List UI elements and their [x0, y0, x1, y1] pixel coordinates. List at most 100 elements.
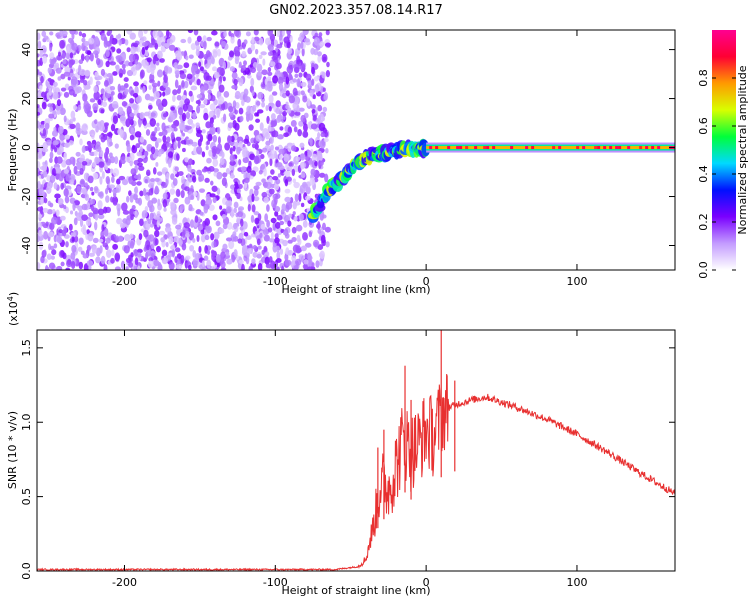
spectrogram-noise-blob: [199, 66, 204, 72]
spectrogram-noise-blob: [133, 249, 138, 257]
spectrogram-noise-blob: [51, 167, 56, 177]
spectrogram-noise-blob: [100, 255, 106, 265]
spectrogram-noise-blob: [205, 225, 212, 234]
spectrogram-noise-blob: [310, 168, 316, 176]
spectrogram-noise-blob: [100, 68, 106, 77]
spectrogram-noise-blob: [159, 58, 165, 63]
spectrogram-noise-blob: [48, 113, 55, 119]
spectrogram-noise-blob: [79, 218, 84, 228]
spectrogram-noise-blob: [60, 182, 65, 190]
spectrogram-noise-blob: [57, 51, 62, 57]
spectrogram-noise-blob: [273, 195, 278, 205]
spectrogram-noise-blob: [75, 151, 81, 157]
spectrogram-noise-blob: [136, 151, 142, 157]
spectrogram-noise-blob: [104, 188, 109, 195]
spectrogram-noise-blob: [102, 242, 109, 248]
spectrogram-noise-blob: [256, 71, 263, 76]
spectrogram-noise-blob: [154, 126, 158, 134]
spectrogram-noise-blob: [245, 235, 252, 240]
spectrogram-noise-blob: [213, 71, 220, 79]
spectrogram-noise-blob: [222, 76, 226, 82]
spectrogram-noise-blob: [322, 56, 327, 61]
spectrogram-noise-blob: [217, 136, 221, 145]
spectrogram-noise-blob: [142, 85, 146, 94]
spectrogram-noise-blob: [260, 223, 266, 230]
spectrogram-noise-blob: [75, 162, 81, 167]
spectrogram-noise-blob: [162, 192, 168, 200]
spectrogram-noise-blob: [253, 155, 260, 165]
spectrogram-noise-blob: [193, 190, 198, 197]
spectrogram-noise-blob: [296, 234, 301, 243]
spectrogram-noise-blob: [93, 85, 98, 93]
spectrogram-noise-blob: [192, 250, 197, 258]
spectrogram-noise-blob: [142, 59, 149, 69]
spectrogram-noise-blob: [286, 176, 292, 182]
spectrogram-noise-blob: [266, 76, 272, 82]
spectrogram-noise-blob: [222, 223, 228, 230]
spectrogram-noise-blob: [246, 165, 252, 173]
spectrogram-noise-blob: [293, 181, 300, 189]
spectrogram-noise-blob: [145, 223, 151, 228]
spectrogram-noise-blob: [129, 112, 135, 117]
spectrogram-noise-blob: [297, 36, 304, 42]
spectrogram-noise-blob: [53, 182, 58, 190]
spectrogram-noise-blob: [97, 75, 103, 81]
spectrogram-noise-blob: [230, 209, 235, 218]
spectrogram-noise-blob: [69, 179, 75, 185]
spectrogram-noise-blob: [263, 234, 270, 242]
spectrogram-noise-blob: [125, 217, 131, 226]
spectrogram-noise-blob: [176, 153, 180, 161]
spectrogram-noise-blob: [40, 45, 47, 54]
spectrogram-x-tick-label: -100: [263, 275, 288, 288]
spectrogram-noise-blob: [281, 203, 287, 212]
spectrogram-noise-blob: [92, 172, 99, 180]
carrier-peak: [486, 146, 490, 150]
carrier-peak: [531, 146, 535, 150]
spectrogram-noise-blob: [188, 105, 194, 113]
spectrogram-noise-blob: [93, 91, 100, 101]
spectrogram-noise-blob: [243, 60, 247, 66]
spectrogram-noise-blob: [177, 84, 182, 92]
spectrogram-noise-blob: [221, 40, 227, 48]
snr-x-label: Height of straight line (km): [281, 584, 430, 597]
spectrogram-noise-blob: [229, 184, 236, 190]
spectrogram-noise-blob: [86, 110, 93, 118]
spectrogram-noise-blob: [294, 193, 299, 202]
spectrogram-noise-blob: [263, 167, 267, 177]
spectrogram-noise-blob: [216, 126, 221, 135]
spectrogram-noise-blob: [37, 160, 41, 169]
spectrogram-noise-blob: [286, 65, 294, 74]
spectrogram-noise-blob: [204, 218, 211, 226]
spectrogram-noise-blob: [185, 111, 191, 120]
spectrogram-noise-blob: [225, 237, 233, 242]
spectrogram-noise-blob: [308, 231, 313, 238]
spectrogram-noise-blob: [301, 47, 305, 57]
spectrogram-noise-blob: [257, 245, 262, 250]
spectrogram-noise-blob: [284, 253, 289, 262]
spectrogram-noise-blob: [257, 91, 264, 100]
spectrogram-noise-blob: [315, 260, 320, 268]
spectrogram-x-tick-label: 0: [423, 275, 430, 288]
spectrogram-noise-blob: [203, 255, 209, 261]
spectrogram-noise-blob: [298, 72, 303, 78]
spectrogram-noise-blob: [172, 177, 178, 187]
spectrogram-noise-blob: [68, 88, 75, 96]
spectrogram-noise-blob: [117, 128, 124, 136]
spectrogram-noise-blob: [42, 170, 48, 178]
spectrogram-noise-blob: [171, 248, 176, 258]
spectrogram-noise-blob: [303, 259, 309, 265]
spectrogram-noise-blob: [302, 95, 308, 103]
snr-series-line: [37, 373, 675, 571]
spectrogram-noise-blob: [81, 161, 88, 166]
spectrogram-noise-blob: [237, 238, 243, 244]
spectrogram-noise-blob: [227, 122, 234, 129]
spectrogram-noise-blob: [212, 196, 217, 204]
spectrogram-noise-blob: [325, 148, 329, 154]
spectrogram-noise-blob: [297, 90, 301, 96]
spectrogram-noise-blob: [149, 204, 155, 213]
spectrogram-noise-blob: [46, 181, 53, 189]
spectrogram-noise-blob: [42, 207, 49, 213]
spectrogram-noise-blob: [105, 249, 112, 258]
spectrogram-noise-blob: [283, 132, 289, 138]
